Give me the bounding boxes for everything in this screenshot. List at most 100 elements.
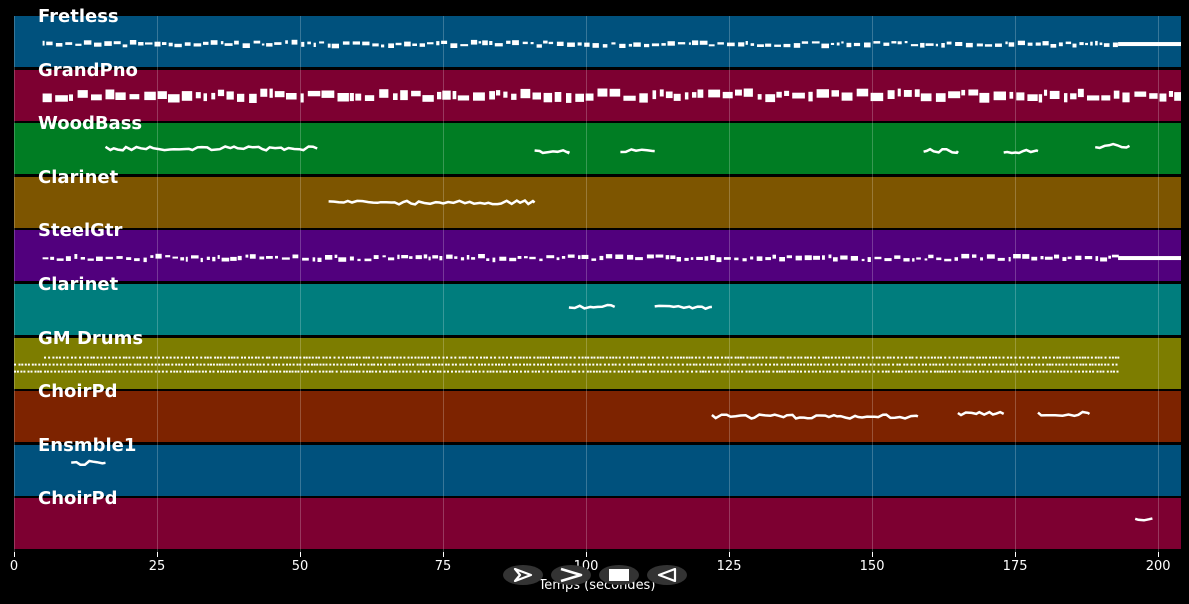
drum-hit <box>18 363 21 366</box>
drum-hit <box>204 356 207 359</box>
drum-hit <box>493 356 496 359</box>
drum-hit <box>554 356 557 359</box>
drum-hit <box>216 356 219 359</box>
drum-hit <box>14 363 16 366</box>
track-row[interactable]: Fretless <box>14 6 1181 67</box>
drum-hit <box>778 370 781 373</box>
note <box>757 93 762 100</box>
note <box>415 255 422 260</box>
note <box>302 258 309 261</box>
note <box>217 89 225 96</box>
drum-hit <box>889 356 892 359</box>
note <box>912 258 915 262</box>
drum-hit <box>378 370 381 373</box>
drum-hit <box>359 363 362 366</box>
drum-hit <box>372 356 375 359</box>
note <box>56 258 64 262</box>
track-row[interactable]: GM Drums <box>14 328 1181 389</box>
drum-hit <box>1060 370 1063 373</box>
drum-hit <box>1057 370 1059 373</box>
drum-hit <box>20 370 23 373</box>
drum-hit <box>462 363 465 366</box>
track-row[interactable]: Clarinet <box>14 274 1181 335</box>
note-lane <box>42 254 1181 263</box>
drum-hit <box>308 356 311 359</box>
note <box>792 92 805 99</box>
drum-hit <box>1087 356 1090 359</box>
drum-hit <box>1035 370 1038 373</box>
track-row[interactable]: WoodBass <box>14 113 1181 175</box>
drum-hit <box>476 356 478 359</box>
stop-button[interactable] <box>599 565 639 585</box>
note <box>567 254 575 259</box>
note <box>910 44 919 47</box>
drum-hit <box>423 356 426 359</box>
drum-hit <box>533 356 536 359</box>
drum-hit <box>999 363 1002 366</box>
drum-hit <box>677 363 680 366</box>
drum-hit <box>781 370 784 373</box>
drum-hit <box>869 363 872 366</box>
drum-hit <box>450 356 453 359</box>
note <box>696 257 703 261</box>
drum-hit <box>995 356 997 359</box>
drum-hit <box>57 370 60 373</box>
drum-hit <box>806 356 809 359</box>
drum-hit <box>502 356 505 359</box>
drum-hit <box>112 356 115 359</box>
drum-hit <box>102 370 105 373</box>
drum-hit <box>256 363 259 366</box>
note <box>1017 40 1025 46</box>
drum-hit <box>761 356 764 359</box>
drum-hit <box>726 370 729 373</box>
note <box>349 256 354 261</box>
drum-hit <box>143 363 146 366</box>
note <box>979 92 990 103</box>
note <box>1075 256 1082 261</box>
rewind-button[interactable] <box>647 565 687 585</box>
drum-hit <box>1042 356 1045 359</box>
drum-hit <box>257 356 260 359</box>
drum-hit <box>765 356 768 359</box>
drum-hit <box>1056 356 1059 359</box>
drum-hit <box>614 363 617 366</box>
note-lane <box>14 356 1120 373</box>
drum-hit <box>129 363 132 366</box>
note-lane <box>42 88 1181 103</box>
drum-hit <box>540 363 543 366</box>
drum-hit <box>490 356 493 359</box>
drum-hit <box>592 370 595 373</box>
note <box>423 254 428 259</box>
drum-hit <box>921 363 924 366</box>
track-row[interactable]: Clarinet <box>14 167 1181 228</box>
note <box>853 42 861 47</box>
drum-hit <box>199 363 202 366</box>
drum-hit <box>973 363 976 366</box>
drum-hit <box>779 356 782 359</box>
note <box>692 40 699 46</box>
fast-forward-button[interactable] <box>551 565 591 585</box>
track-row[interactable]: ChoirPd <box>14 488 1181 550</box>
drum-hit <box>1070 370 1073 373</box>
track-row[interactable]: GrandPno <box>14 60 1181 121</box>
note <box>331 43 339 49</box>
drum-hit <box>900 356 903 359</box>
track-row[interactable]: SteelGtr <box>14 220 1181 282</box>
note <box>801 41 809 44</box>
note-phrase <box>654 304 713 311</box>
drum-hit <box>716 356 719 359</box>
drum-hit <box>368 370 371 373</box>
drum-hit <box>724 356 727 359</box>
note <box>260 88 268 97</box>
track-row[interactable]: ChoirPd <box>14 381 1181 443</box>
note <box>307 90 321 96</box>
track-row[interactable]: Ensmble1 <box>14 435 1181 496</box>
drum-hit <box>1063 370 1066 373</box>
drum-hit <box>83 356 86 359</box>
drum-hit <box>989 356 991 359</box>
note <box>1085 42 1088 46</box>
play-button[interactable] <box>503 565 543 585</box>
drum-hit <box>393 356 396 359</box>
drum-hit <box>898 363 901 366</box>
drum-hit <box>52 363 55 366</box>
